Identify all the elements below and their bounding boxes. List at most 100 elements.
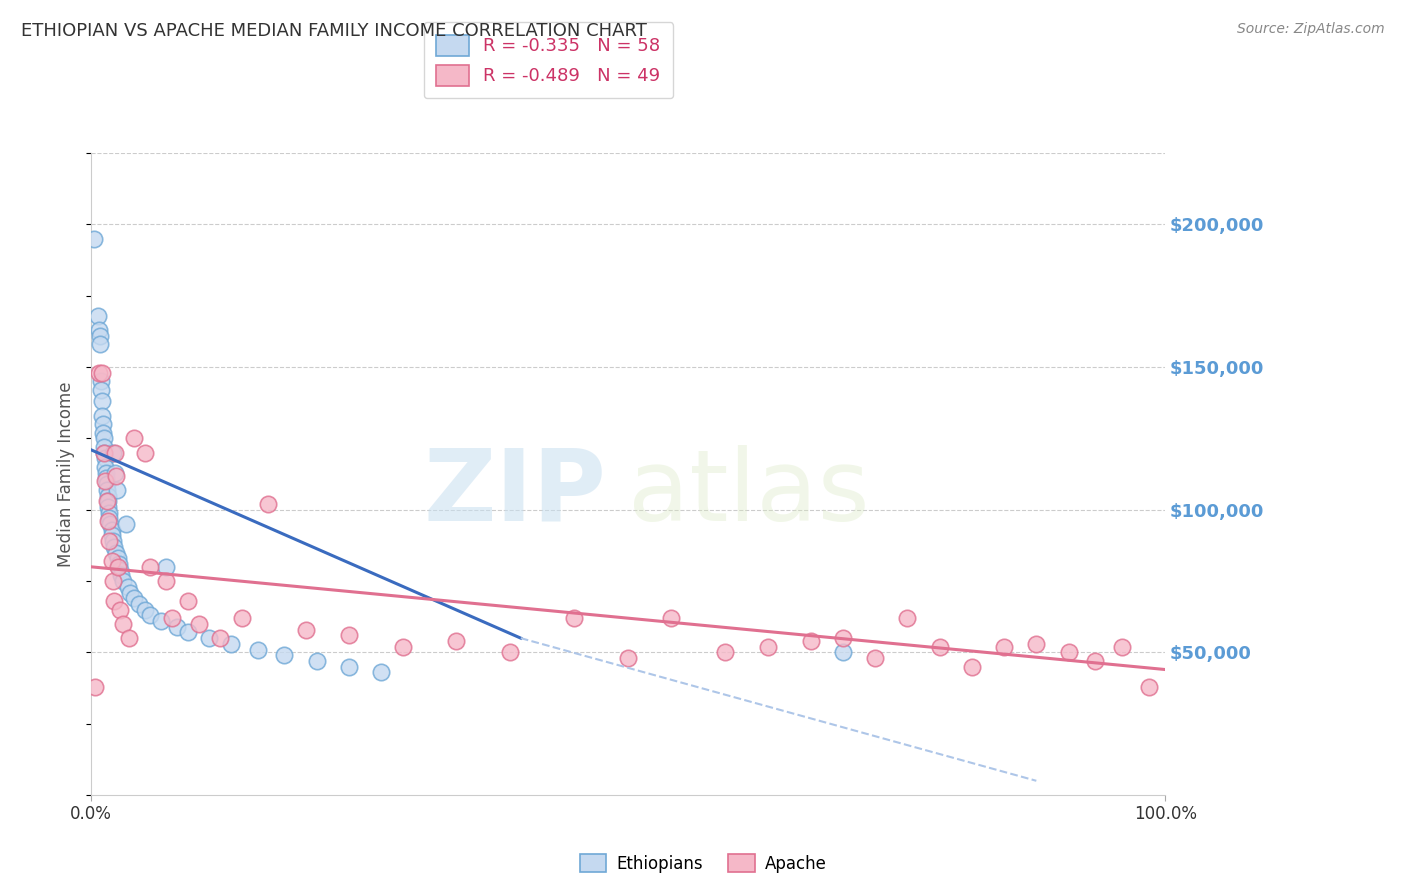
Point [91,425,114,440]
Point [101,574,124,588]
Point [960,659,983,673]
Point [1057,645,1080,659]
Point [499,645,522,659]
Point [108,602,131,616]
Point [863,651,886,665]
Point [118,585,141,599]
Point [177,594,200,608]
Point [90,383,112,397]
Point [617,651,640,665]
Point [98,511,121,525]
Point [98,534,121,549]
Point [96,471,118,485]
Point [104,446,127,460]
Text: atlas: atlas [628,445,870,541]
Point [391,640,413,654]
Point [209,631,232,645]
Point [305,654,328,668]
Point [659,611,682,625]
Point [134,446,156,460]
Point [1137,680,1160,694]
Point [93,440,115,454]
Point [104,545,127,559]
Point [100,554,122,568]
Point [104,468,127,483]
Point [1025,637,1047,651]
Point [93,446,115,460]
Point [96,477,118,491]
Point [101,534,124,549]
Point [896,611,918,625]
Point [98,506,121,520]
Point [714,645,737,659]
Point [94,475,117,489]
Point [337,659,360,673]
Point [107,559,129,574]
Point [1111,640,1133,654]
Point [370,665,392,680]
Point [160,611,183,625]
Point [1084,654,1107,668]
Legend: R = -0.335   N = 58, R = -0.489   N = 49: R = -0.335 N = 58, R = -0.489 N = 49 [423,22,673,98]
Text: Source: ZipAtlas.com: Source: ZipAtlas.com [1237,22,1385,37]
Point [90,366,112,380]
Point [832,645,855,659]
Point [90,394,112,409]
Point [89,328,111,343]
Point [112,574,135,588]
Point [155,559,177,574]
Point [101,446,124,460]
Point [128,597,150,611]
Point [97,494,120,508]
Point [90,375,112,389]
Point [273,648,295,663]
Point [177,625,200,640]
Point [86,309,108,323]
Point [112,616,135,631]
Point [93,446,115,460]
Point [87,323,110,337]
Point [96,494,118,508]
Point [756,640,779,654]
Y-axis label: Median Family Income: Median Family Income [58,382,75,566]
Point [219,637,242,651]
Point [166,620,188,634]
Point [100,528,122,542]
Point [155,574,177,588]
Point [97,488,120,502]
Point [993,640,1015,654]
Point [104,466,127,480]
Point [103,540,125,554]
Point [198,631,221,645]
Text: ETHIOPIAN VS APACHE MEDIAN FAMILY INCOME CORRELATION CHART: ETHIOPIAN VS APACHE MEDIAN FAMILY INCOME… [21,22,647,40]
Point [800,634,823,648]
Point [87,366,110,380]
Point [108,563,131,577]
Point [139,608,162,623]
Point [100,516,122,531]
Point [231,611,253,625]
Point [96,483,118,497]
Point [117,580,139,594]
Point [103,594,125,608]
Point [90,409,112,423]
Point [134,602,156,616]
Point [114,516,136,531]
Point [96,466,118,480]
Point [295,623,318,637]
Point [118,631,141,645]
Point [83,232,105,246]
Point [94,451,117,466]
Point [108,557,131,571]
Point [246,642,269,657]
Point [91,417,114,432]
Point [564,611,586,625]
Point [257,497,280,511]
Point [97,514,120,528]
Point [139,559,162,574]
Point [122,591,145,606]
Point [122,432,145,446]
Point [100,523,122,537]
Point [832,631,855,645]
Legend: Ethiopians, Apache: Ethiopians, Apache [572,847,834,880]
